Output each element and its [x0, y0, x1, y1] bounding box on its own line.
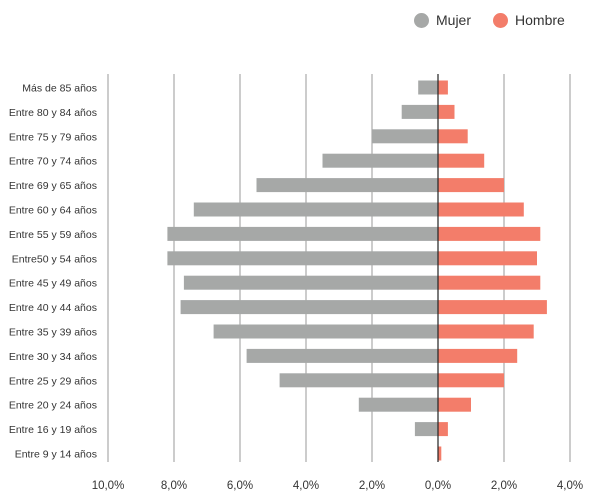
bar-mujer: [183, 275, 438, 290]
legend-item-hombre: Hombre: [493, 12, 565, 28]
bar-mujer: [246, 348, 438, 363]
category-label: Entre 20 y 24 años: [9, 400, 97, 412]
bar-mujer: [322, 153, 438, 168]
bar-hombre: [438, 348, 518, 363]
bar-hombre: [438, 275, 541, 290]
bar-mujer: [372, 129, 438, 144]
x-tick-label: 2,0%: [491, 480, 517, 492]
bar-hombre: [438, 300, 547, 315]
category-label: Entre50 y 54 años: [12, 253, 97, 265]
bar-mujer: [418, 80, 438, 95]
category-label: Entre 60 y 64 años: [9, 205, 97, 217]
bar-mujer: [401, 104, 438, 119]
x-tick-label: 8,0%: [161, 480, 187, 492]
bar-mujer: [358, 397, 438, 412]
bar-hombre: [438, 80, 448, 95]
bar-hombre: [438, 178, 504, 193]
bar-hombre: [438, 202, 524, 217]
bar-hombre: [438, 153, 485, 168]
bar-mujer: [180, 300, 438, 315]
legend-item-mujer: Mujer: [414, 12, 471, 28]
legend-dot-mujer: [414, 12, 429, 28]
bar-hombre: [438, 324, 534, 339]
x-tick-label: 2,0%: [359, 480, 385, 492]
category-label: Entre 30 y 34 años: [9, 351, 97, 363]
bar-mujer: [414, 422, 438, 437]
bar-hombre: [438, 251, 537, 266]
category-label: Entre 45 y 49 años: [9, 278, 97, 290]
x-tick-label: 4,0%: [293, 480, 319, 492]
category-label: Entre 16 y 19 años: [9, 424, 97, 436]
x-tick-label: 6,0%: [227, 480, 253, 492]
legend-label-hombre: Hombre: [515, 12, 565, 28]
category-label: Entre 35 y 39 años: [9, 327, 97, 339]
bar-mujer: [256, 178, 438, 193]
bar-mujer: [193, 202, 438, 217]
category-label: Entre 80 y 84 años: [9, 107, 97, 119]
bar-hombre: [438, 129, 468, 144]
bar-mujer: [279, 373, 438, 388]
category-label: Entre 25 y 29 años: [9, 375, 97, 387]
bar-hombre: [438, 397, 471, 412]
x-tick-label: 0,0%: [425, 480, 451, 492]
bar-hombre: [438, 104, 455, 119]
category-label: Entre 75 y 79 años: [9, 131, 97, 143]
bar-hombre: [438, 373, 504, 388]
bar-hombre: [438, 446, 442, 461]
category-label: Más de 85 años: [22, 83, 97, 95]
bar-hombre: [438, 226, 541, 241]
legend: Mujer Hombre: [414, 12, 587, 28]
category-label: Entre 70 y 74 años: [9, 156, 97, 168]
category-label: Entre 55 y 59 años: [9, 229, 97, 241]
legend-dot-hombre: [493, 12, 509, 28]
bar-mujer: [167, 251, 438, 266]
category-label: Entre 9 y 14 años: [15, 449, 97, 461]
category-label: Entre 69 y 65 años: [9, 180, 97, 192]
bar-mujer: [213, 324, 438, 339]
category-label: Entre 40 y 44 años: [9, 302, 97, 314]
bar-mujer: [167, 226, 438, 241]
bar-hombre: [438, 422, 448, 437]
x-tick-label: 10,0%: [92, 480, 125, 492]
x-tick-label: 4,0%: [557, 480, 583, 492]
legend-label-mujer: Mujer: [436, 12, 472, 28]
